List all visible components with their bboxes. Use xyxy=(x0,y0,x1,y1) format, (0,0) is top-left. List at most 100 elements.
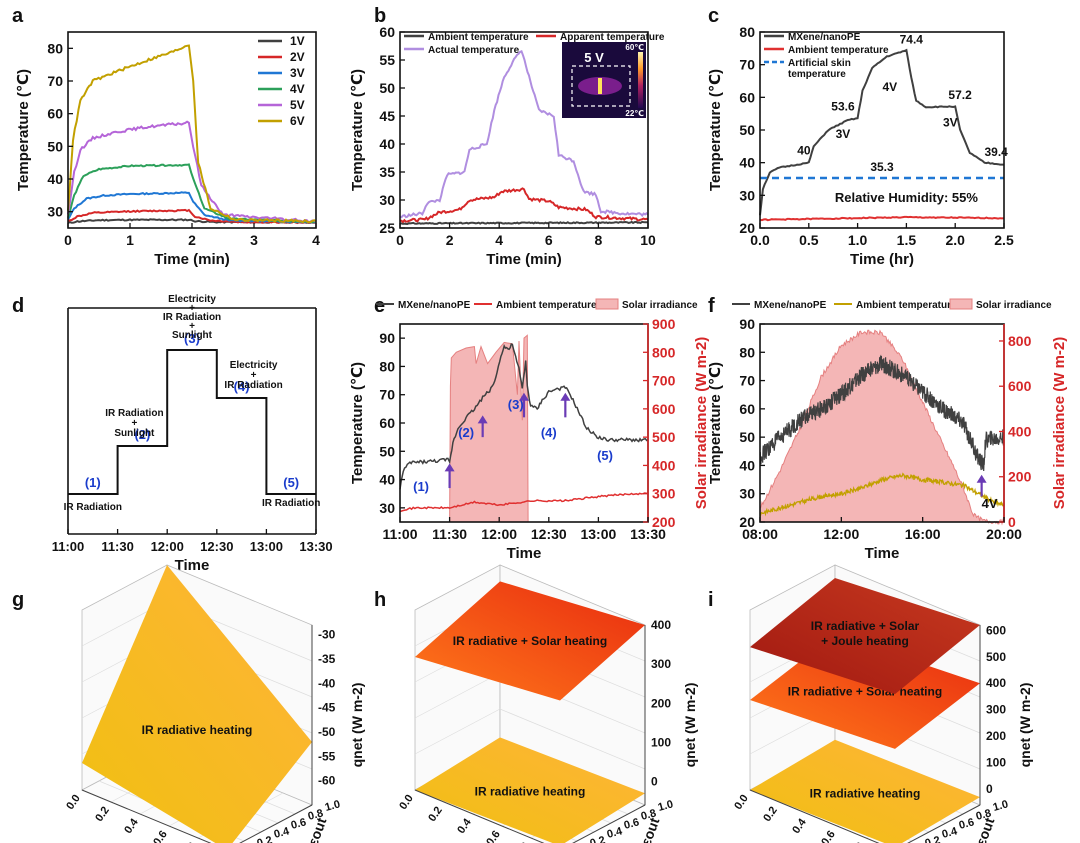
panel-b-xtick-label: 8 xyxy=(595,232,603,248)
surface-label-1: IR radiative heating xyxy=(810,787,921,801)
y-tick-label: 0.6 xyxy=(623,816,641,832)
z-tick-label: -55 xyxy=(318,749,336,763)
panel-f-ytick-label: 60 xyxy=(739,401,755,417)
legend-label-skin-2: temperature xyxy=(788,69,846,80)
panel-letter-e: e xyxy=(374,295,385,317)
panel-a-ytick-label: 80 xyxy=(47,40,63,56)
x-tick-label: 0.6 xyxy=(151,829,170,843)
z-tick-label: -30 xyxy=(318,628,336,642)
panel-c-xtick-label: 2.0 xyxy=(945,232,965,248)
legend-label-skin: Artificial skin xyxy=(788,58,851,69)
surface-label-1: IR radiative heating xyxy=(142,723,253,737)
z-tick-label: 600 xyxy=(986,623,1006,637)
panel-b-xtick-label: 2 xyxy=(446,232,454,248)
panel-b-ytick-label: 45 xyxy=(379,108,395,124)
panel-c-xtick-label: 1.0 xyxy=(848,232,868,248)
stage-label-1: (1) xyxy=(413,479,429,494)
series-5V xyxy=(67,120,317,224)
panel-f-ytick-label: 20 xyxy=(739,514,755,530)
legend-swatch-Solar irradiance xyxy=(949,298,973,310)
stage-number-3: (3) xyxy=(184,331,200,346)
stage-4-label-a: Electricity xyxy=(230,360,278,371)
y-tick-label: 0.4 xyxy=(606,825,625,841)
panel-f-ytick-label: 40 xyxy=(739,457,755,473)
panel-c-ytick-label: 40 xyxy=(739,155,755,171)
stage-5-label: IR Radiation xyxy=(262,498,320,509)
panel-letter-i: i xyxy=(708,589,714,611)
panel-a-xtick-label: 1 xyxy=(126,232,134,248)
grid-line xyxy=(414,708,501,755)
stage-3-plus-b: + xyxy=(189,321,195,332)
panel-e-y2tick-label: 400 xyxy=(652,457,676,473)
x-tick-label: 0.0 xyxy=(397,793,416,812)
panel-c-ytick-label: 60 xyxy=(739,89,755,105)
panel-e-y2tick-label: 900 xyxy=(652,316,676,332)
panel-f-xtick-label: 20:00 xyxy=(986,526,1022,542)
x-tick-label: 0.2 xyxy=(93,805,112,824)
z-tick-label: 300 xyxy=(651,657,671,671)
panel-e-y2tick-label: 600 xyxy=(652,401,676,417)
inset-roi-box xyxy=(571,65,631,107)
surface-3 xyxy=(750,578,980,695)
panel-b-ytick-label: 55 xyxy=(379,52,395,68)
legend-label-5V: 5V xyxy=(290,98,305,112)
panel-f-ytick-label: 70 xyxy=(739,373,755,389)
legend-label-3V: 3V xyxy=(290,66,305,80)
panel-f-ytick-label: 50 xyxy=(739,429,755,445)
transition-arrow-head xyxy=(519,392,529,401)
series-Actual temperature xyxy=(399,49,649,219)
series-Ambient temperature xyxy=(399,220,649,226)
panel-a-ytick-label: 70 xyxy=(47,73,63,89)
panel-d-xtick-label: 13:00 xyxy=(250,539,283,554)
series-solar-irradiance xyxy=(449,334,529,523)
y-tick-label: 0.2 xyxy=(589,834,607,843)
surface-label-2: IR radiative + Solar heating xyxy=(788,685,942,699)
panel-letter-g: g xyxy=(12,589,24,611)
stage-number-5: (5) xyxy=(283,475,299,490)
stage-1-label: IR Radiation xyxy=(64,502,122,513)
panel-c-xlabel: Time (hr) xyxy=(850,251,914,268)
stage-2-label-b: Sunlight xyxy=(114,428,155,439)
panel-c-xtick-label: 1.5 xyxy=(897,232,917,248)
series-MXene/nanoPE xyxy=(759,48,1004,216)
z-tick-label: 100 xyxy=(651,735,671,749)
x-tick-label: 0.0 xyxy=(64,793,83,812)
surface-label-3-b: + Joule heating xyxy=(821,634,909,648)
x-axis-line xyxy=(749,789,880,843)
panel-e-ytick-label: 60 xyxy=(379,415,395,431)
legend-label-2V: 2V xyxy=(290,50,305,64)
surface-2 xyxy=(415,581,645,701)
panel-b-ytick-label: 40 xyxy=(379,136,395,152)
stage-number-1: (1) xyxy=(85,475,101,490)
z-axis-label: qnet (W m-2) xyxy=(682,683,698,768)
panel-a-xtick-label: 2 xyxy=(188,232,196,248)
z-tick-label: 400 xyxy=(986,676,1006,690)
panel-f-y2tick-label: 200 xyxy=(1008,469,1032,485)
y-tick-label: 0.8 xyxy=(975,807,993,823)
legend-label-Solar irradiance: Solar irradiance xyxy=(976,300,1052,311)
panel-letter-c: c xyxy=(708,5,719,27)
panel-a-xtick-label: 0 xyxy=(64,232,72,248)
z-tick-label: -40 xyxy=(318,676,336,690)
x-tick-label: 0.8 xyxy=(513,841,532,843)
z-tick-label: 300 xyxy=(986,703,1006,717)
z-tick-label: 100 xyxy=(986,756,1006,770)
annotation-4v: 4V xyxy=(982,496,998,511)
annotation-74.4: 74.4 xyxy=(900,32,924,46)
z-tick-label: 200 xyxy=(651,696,671,710)
transition-arrow-head xyxy=(444,463,455,472)
panel-a-ytick-label: 50 xyxy=(47,138,63,154)
stage-number-4: (4) xyxy=(234,379,250,394)
transition-arrow-head xyxy=(477,415,488,424)
panel-b-ytick-label: 60 xyxy=(379,24,395,40)
y-tick-label: 1.0 xyxy=(657,798,675,814)
panel-g-surface-plot: IR radiative heating0.00.20.40.60.81.00.… xyxy=(64,564,365,843)
x-tick-label: 0.2 xyxy=(761,805,780,824)
stage-3-label-c: Sunlight xyxy=(172,330,213,341)
series-6V xyxy=(67,44,317,224)
panel-b-xtick-label: 0 xyxy=(396,232,404,248)
panel-d-xtick-label: 11:30 xyxy=(101,539,134,554)
x-axis-line xyxy=(414,789,545,843)
legend-label-MXene/nanoPE: MXene/nanoPE xyxy=(398,300,471,311)
